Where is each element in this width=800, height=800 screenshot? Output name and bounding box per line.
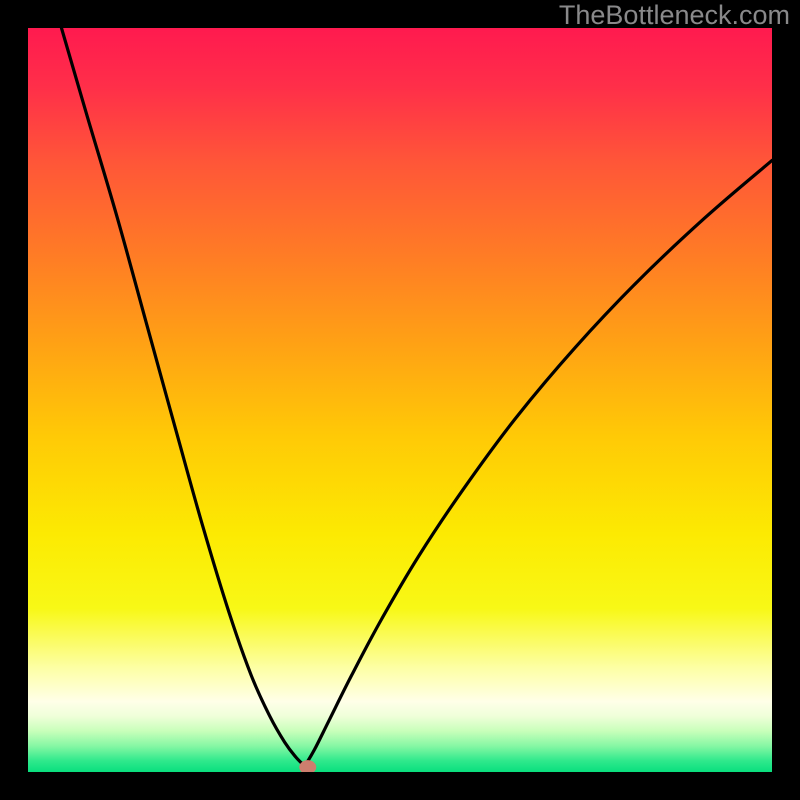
chart-root: TheBottleneck.com bbox=[0, 0, 800, 800]
watermark-text: TheBottleneck.com bbox=[559, 0, 790, 31]
frame-bottom bbox=[0, 772, 800, 800]
frame-left bbox=[0, 0, 28, 800]
frame-right bbox=[772, 0, 800, 800]
gradient-background bbox=[28, 28, 772, 772]
